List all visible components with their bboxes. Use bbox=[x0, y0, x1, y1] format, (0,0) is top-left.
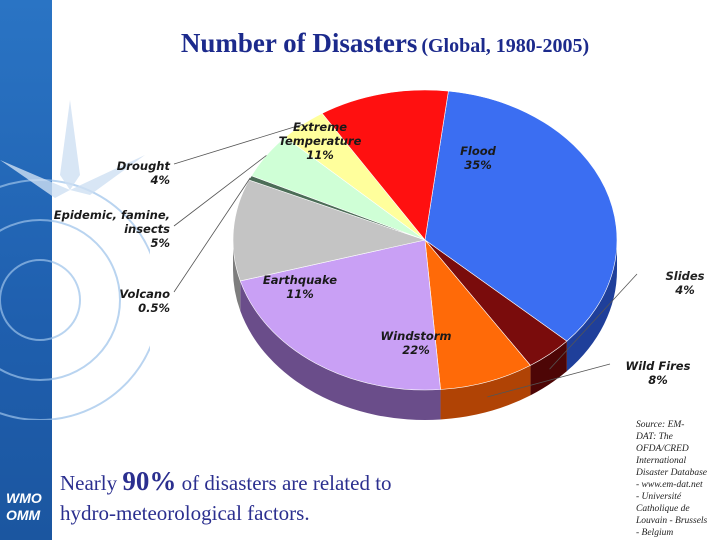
slice-label: Windstorm 22% bbox=[381, 329, 452, 357]
pie-slice-earthquake bbox=[232, 179, 427, 282]
source-line: - www.em-dat.net bbox=[636, 480, 703, 490]
leader-line bbox=[173, 155, 267, 227]
source-line: Catholique de bbox=[636, 504, 690, 514]
title-sub: (Global, 1980-2005) bbox=[421, 35, 590, 57]
source-citation: Source: EM- DAT: The OFDA/CRED Internati… bbox=[636, 419, 718, 539]
pie-slice-windstorm bbox=[239, 239, 441, 391]
note-post: of disasters are related to bbox=[181, 471, 392, 495]
source-line: Louvain - Brussels bbox=[636, 516, 708, 526]
pie-side-windstorm bbox=[240, 280, 441, 421]
slice-label: Extreme Temperature 11% bbox=[279, 120, 362, 162]
source-line: OFDA/CRED bbox=[636, 444, 689, 454]
slice-label: Volcano 0.5% bbox=[119, 287, 170, 315]
sidebar-band: WMO OMM bbox=[0, 0, 150, 540]
summary-note: Nearly 90% of disasters are related to h… bbox=[60, 466, 392, 528]
slice-label: Wild Fires 8% bbox=[626, 359, 691, 387]
source-line: Source: EM- bbox=[636, 420, 685, 430]
source-line: International bbox=[636, 456, 687, 466]
leader-line bbox=[173, 123, 303, 165]
slice-label: Slides 4% bbox=[665, 269, 704, 297]
note-pre: Nearly bbox=[60, 471, 118, 495]
title-main: Number of Disasters bbox=[180, 28, 418, 58]
note-highlight: 90% bbox=[122, 466, 177, 496]
slice-label: Flood 35% bbox=[460, 144, 497, 172]
pie-side-slides bbox=[530, 341, 567, 396]
leader-line bbox=[487, 363, 611, 398]
leader-line bbox=[173, 177, 251, 293]
slice-label: Epidemic, famine, insects 5% bbox=[54, 208, 170, 250]
source-line: Disaster Database bbox=[636, 468, 707, 478]
source-line: - Belgium bbox=[636, 528, 674, 538]
pie-side-earthquake bbox=[233, 240, 241, 311]
pie-slice-extreme-temperature bbox=[321, 89, 449, 241]
wmo-emblem-icon bbox=[0, 100, 150, 420]
slice-label: Drought 4% bbox=[117, 159, 171, 187]
wmo-logo: WMO OMM bbox=[6, 490, 42, 524]
pie-slice-wild-fires bbox=[424, 239, 531, 390]
page-title: Number of Disasters (Global, 1980-2005) bbox=[0, 28, 720, 59]
pie-side-wild-fires bbox=[440, 365, 531, 420]
leader-line bbox=[549, 273, 638, 370]
source-line: DAT: The bbox=[636, 432, 673, 442]
logo-line-2: OMM bbox=[6, 507, 41, 523]
note-line-2: hydro-meteorological factors. bbox=[60, 501, 310, 525]
pie-slice-flood bbox=[424, 90, 618, 342]
slice-label: Earthquake 11% bbox=[263, 273, 337, 301]
logo-line-1: WMO bbox=[6, 490, 42, 506]
source-line: - Université bbox=[636, 492, 682, 502]
pie-side-flood bbox=[566, 240, 617, 372]
